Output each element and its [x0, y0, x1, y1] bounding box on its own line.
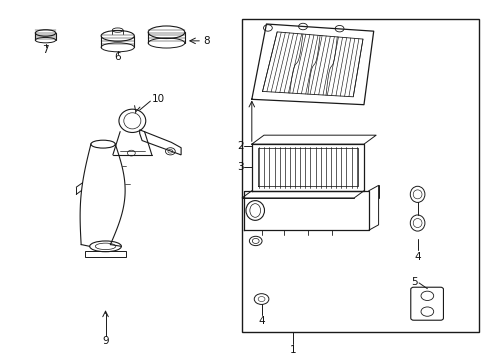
- Text: 7: 7: [42, 45, 49, 55]
- Text: 6: 6: [114, 52, 121, 62]
- Text: 1: 1: [289, 345, 296, 355]
- Bar: [84, 251, 126, 257]
- Text: 3: 3: [236, 162, 243, 172]
- Text: 2: 2: [236, 141, 243, 151]
- Text: 4: 4: [413, 252, 420, 262]
- Text: 4: 4: [258, 316, 264, 326]
- Text: 5: 5: [410, 277, 417, 287]
- Text: 9: 9: [102, 336, 109, 346]
- Text: 8: 8: [203, 36, 209, 46]
- Text: 10: 10: [152, 94, 164, 104]
- Bar: [242, 19, 478, 332]
